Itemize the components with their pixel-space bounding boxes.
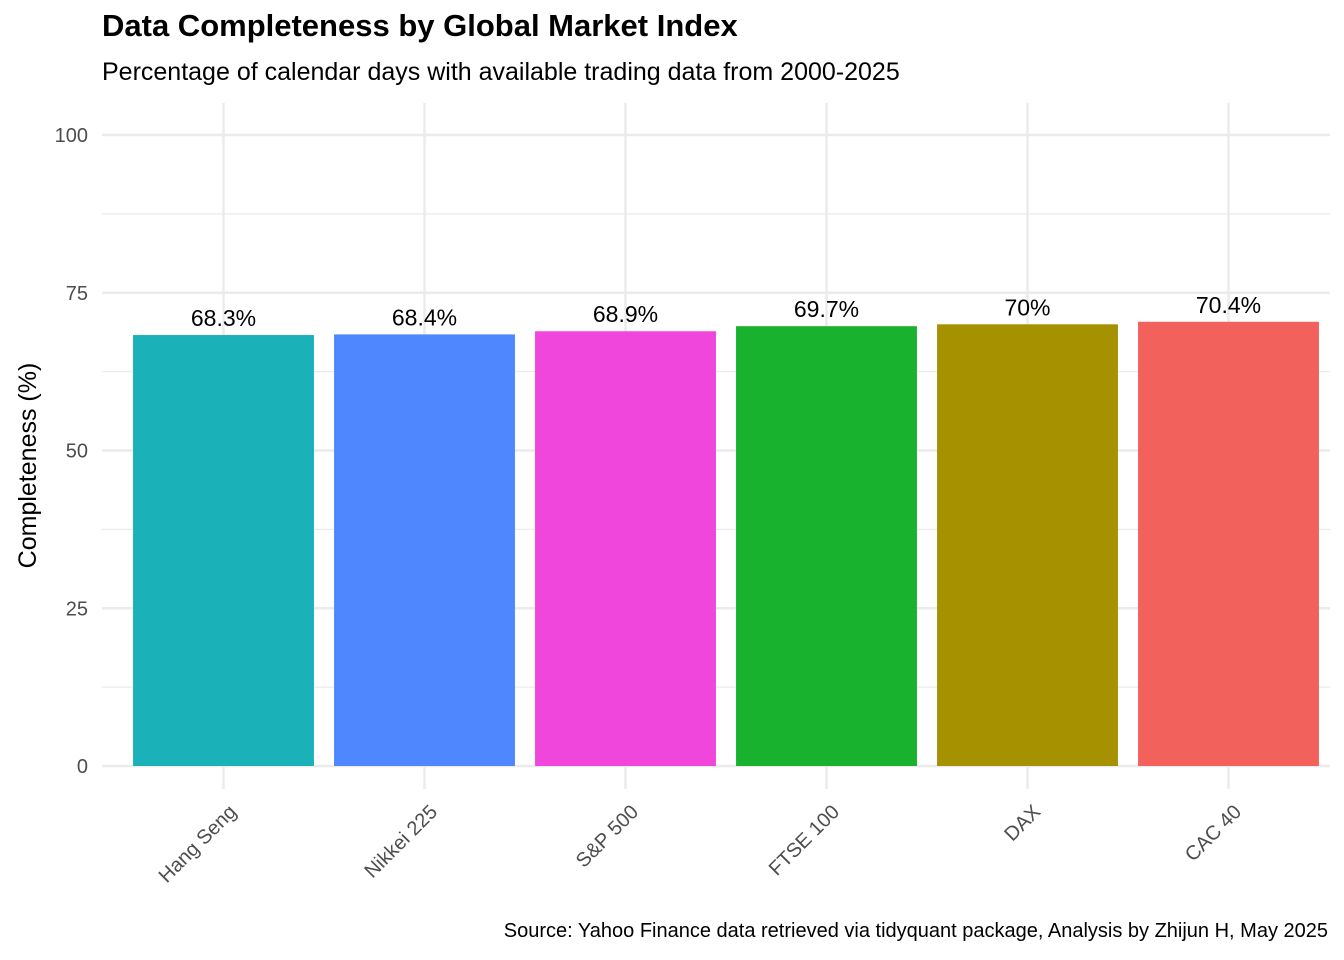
x-tick-label: CAC 40	[1181, 801, 1246, 866]
y-axis-title: Completeness (%)	[14, 363, 42, 569]
bar	[334, 334, 515, 766]
data-label: 68.3%	[191, 305, 256, 331]
x-tick-label: Hang Seng	[155, 801, 241, 887]
y-tick-label: 75	[66, 283, 88, 305]
y-tick-label: 0	[77, 756, 88, 778]
data-label: 68.4%	[392, 304, 457, 330]
x-tick-label: Nikkei 225	[360, 801, 442, 883]
data-label: 69.7%	[794, 296, 859, 322]
x-tick-label: FTSE 100	[765, 801, 844, 880]
x-tick-label: S&P 500	[572, 801, 643, 872]
chart-title: Data Completeness by Global Market Index	[102, 8, 738, 43]
y-tick-label: 25	[66, 598, 88, 620]
y-tick-label: 50	[66, 441, 88, 463]
chart-caption: Source: Yahoo Finance data retrieved via…	[503, 920, 1328, 942]
bar	[736, 326, 917, 766]
bar	[535, 331, 716, 766]
y-tick-label: 100	[55, 125, 88, 147]
chart-subtitle: Percentage of calendar days with availab…	[102, 58, 900, 86]
bars	[133, 321, 1319, 766]
bar	[937, 324, 1118, 766]
data-labels: 68.3% 68.4% 68.9% 69.7% 70% 70.4%	[191, 292, 1261, 331]
data-label: 70.4%	[1196, 292, 1261, 318]
bar	[1138, 321, 1319, 766]
bar	[133, 335, 314, 766]
x-tick-label: DAX	[1000, 801, 1045, 846]
data-label: 68.9%	[593, 301, 658, 327]
data-label: 70%	[1004, 294, 1050, 320]
